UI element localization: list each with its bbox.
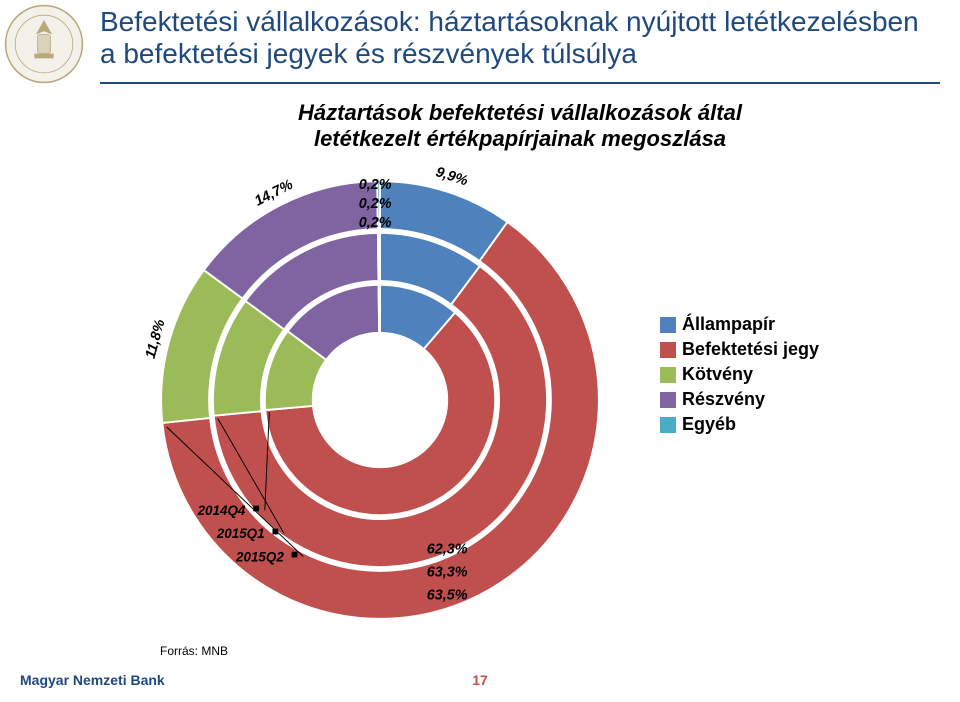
legend-swatch xyxy=(660,417,676,433)
legend-label: Részvény xyxy=(682,389,765,410)
ring-marker xyxy=(292,552,298,558)
legend-label: Állampapír xyxy=(682,314,775,335)
legend-label: Kötvény xyxy=(682,364,753,385)
slice-percent-label: 9,9% xyxy=(434,164,470,189)
mnb-seal-logo xyxy=(4,4,84,84)
source-text: Forrás: MNB xyxy=(160,644,228,658)
slice-percent-label: 63,5% xyxy=(427,588,468,604)
slice-percent-label: 63,3% xyxy=(427,565,468,581)
legend-item: Egyéb xyxy=(660,414,819,435)
footer-org: Magyar Nemzeti Bank xyxy=(20,672,165,688)
slice-percent-label: 0,2% xyxy=(359,215,392,231)
ring-name-label: 2014Q4 xyxy=(197,503,246,518)
legend-swatch xyxy=(660,342,676,358)
legend-item: Részvény xyxy=(660,389,819,410)
footer-page-number: 17 xyxy=(472,672,488,688)
legend-label: Befektetési jegy xyxy=(682,339,819,360)
ring-name-label: 2015Q1 xyxy=(216,526,265,541)
title-underline xyxy=(100,82,940,84)
slide-title: Befektetési vállalkozások: háztartásokna… xyxy=(100,6,940,70)
legend-item: Kötvény xyxy=(660,364,819,385)
slice-percent-label: 0,2% xyxy=(359,177,392,193)
legend-item: Befektetési jegy xyxy=(660,339,819,360)
slide: Befektetési vállalkozások: háztartásokna… xyxy=(0,0,960,702)
donut-slice xyxy=(378,233,380,281)
slice-percent-label: 0,2% xyxy=(359,196,392,212)
legend: Állampapír Befektetési jegy Kötvény Részvén… xyxy=(660,310,819,439)
ring-name-label: 2015Q2 xyxy=(235,549,284,564)
legend-swatch xyxy=(660,367,676,383)
legend-item: Állampapír xyxy=(660,314,819,335)
legend-swatch xyxy=(660,317,676,333)
multi-ring-donut-chart: 11,3%11,6%14,6%10,2%11,6%14,7%9,9%11,8%1… xyxy=(120,160,640,640)
slice-percent-label: 11,8% xyxy=(143,318,169,361)
donut-slice xyxy=(379,285,380,333)
legend-label: Egyéb xyxy=(682,414,736,435)
chart-title: Háztartások befektetési vállalkozások ál… xyxy=(260,100,780,153)
slice-percent-label: 62,3% xyxy=(427,542,468,558)
legend-swatch xyxy=(660,392,676,408)
